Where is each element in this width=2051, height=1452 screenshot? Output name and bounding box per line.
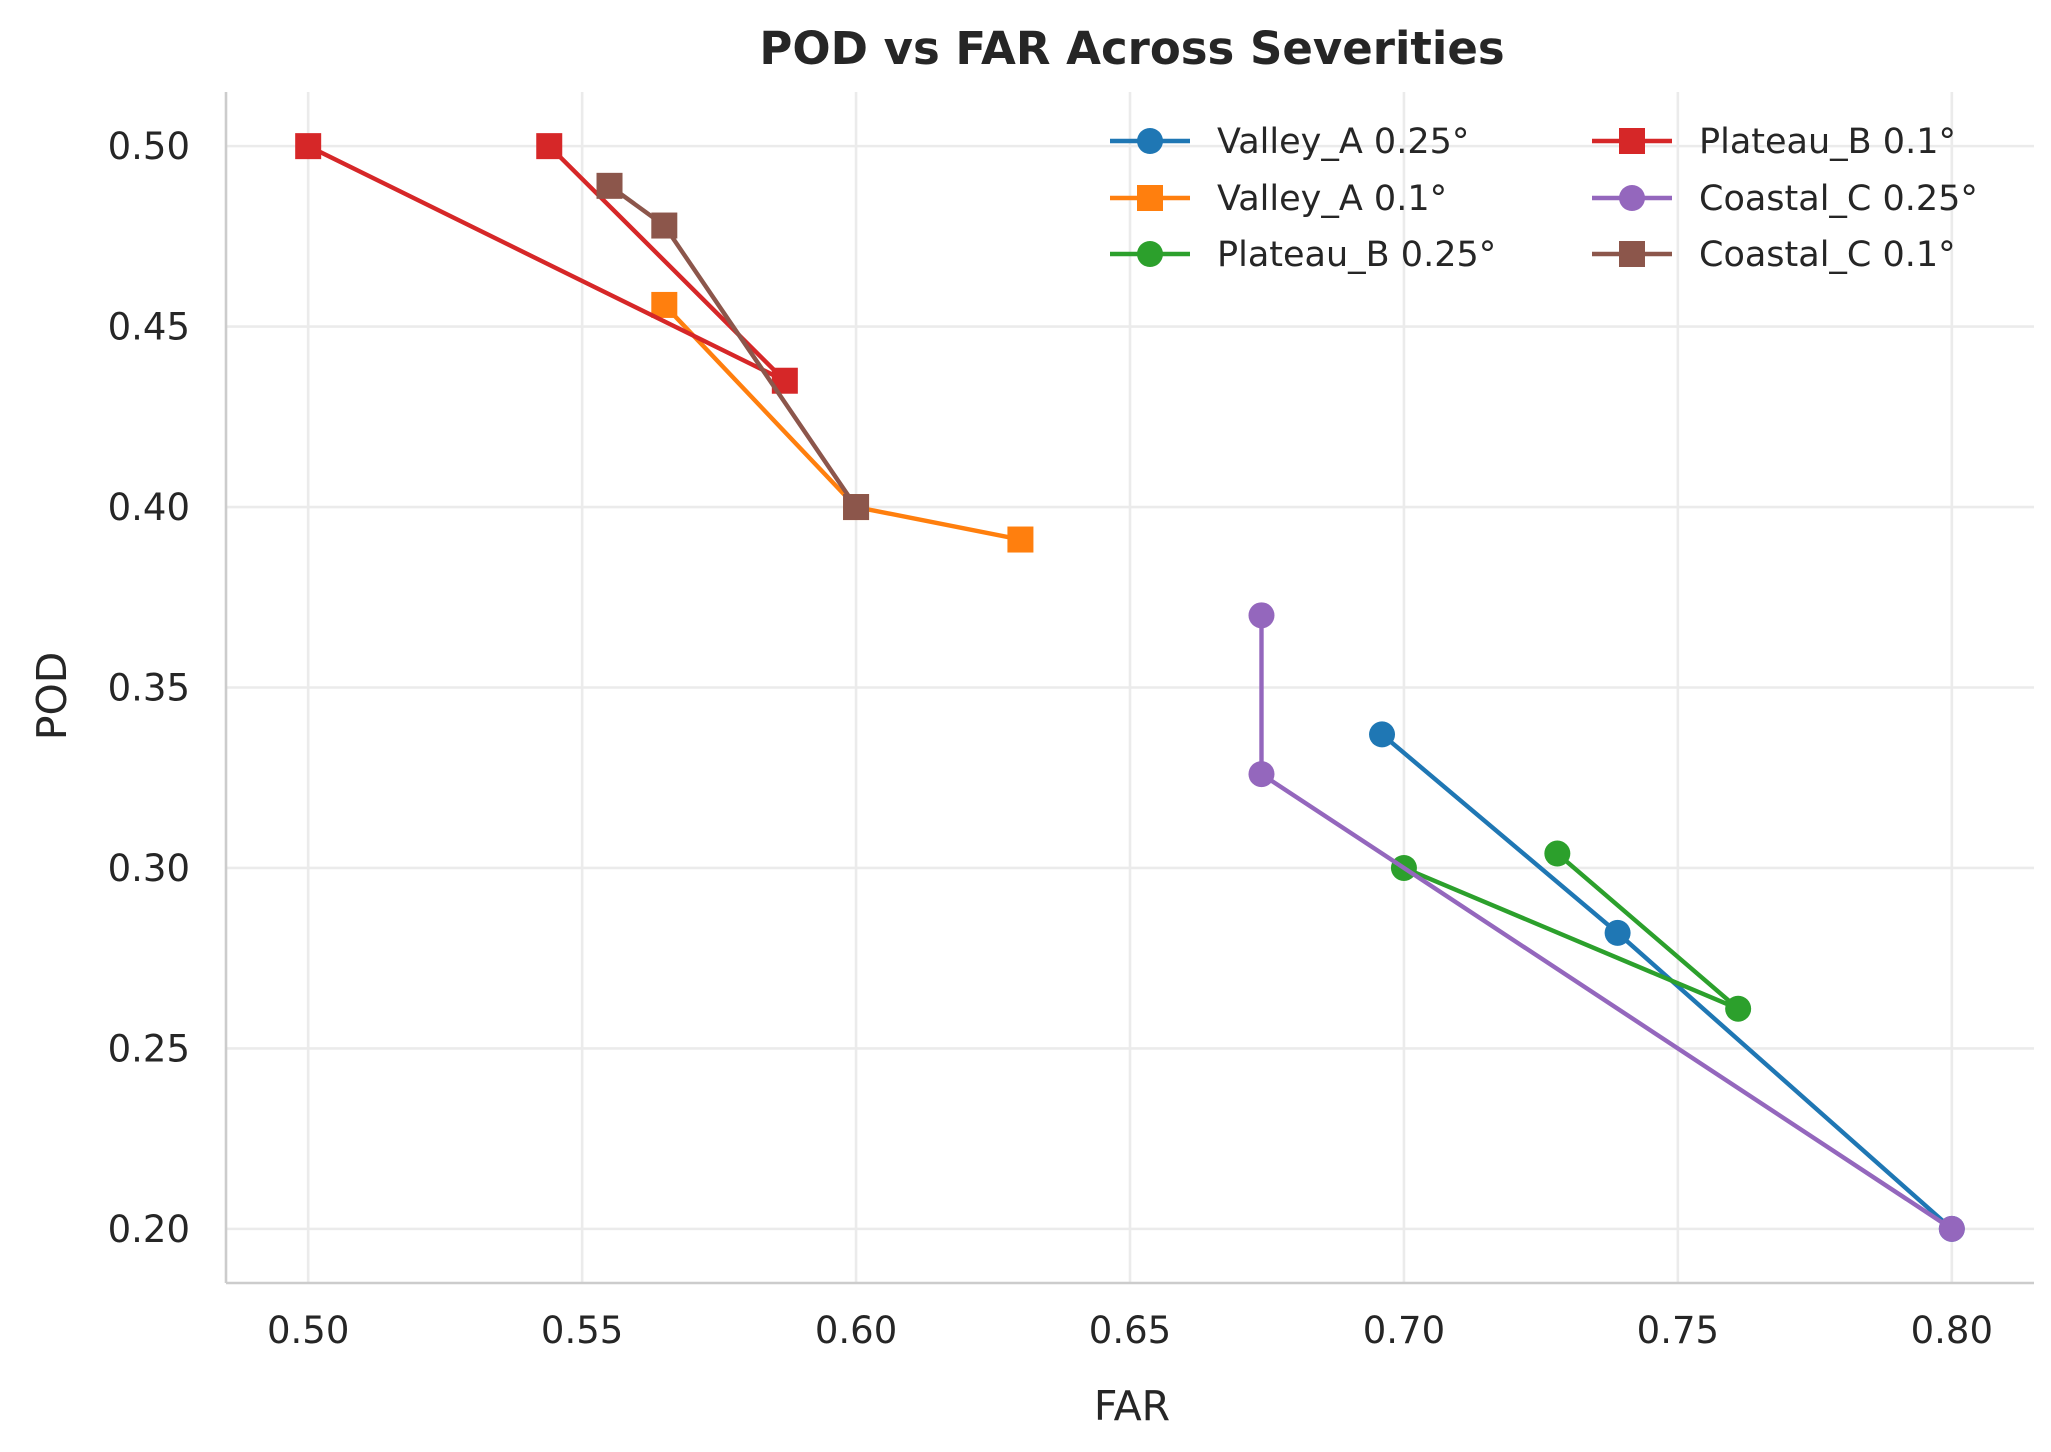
- series-group: [295, 133, 1965, 1242]
- series-coastal-c-0-1: [596, 172, 870, 521]
- x-tick-label: 0.50: [267, 1309, 349, 1352]
- y-tick-label: 0.50: [108, 125, 190, 168]
- y-axis-label: POD: [28, 652, 76, 741]
- y-tick-label: 0.40: [108, 486, 190, 529]
- data-point: [1544, 840, 1571, 867]
- data-point: [843, 494, 870, 521]
- chart-title: POD vs FAR Across Severities: [759, 22, 1504, 75]
- legend-label: Coastal_C 0.25°: [1699, 179, 1978, 219]
- data-point: [1369, 721, 1396, 748]
- data-point: [1604, 919, 1631, 946]
- legend-label: Valley_A 0.1°: [1217, 179, 1447, 219]
- data-point: [651, 212, 678, 239]
- legend-item-coastal-c-0-1: Coastal_C 0.1°: [1592, 235, 1956, 275]
- grid: [226, 92, 2034, 1283]
- legend-label: Plateau_B 0.1°: [1699, 122, 1956, 162]
- data-point: [1007, 526, 1034, 553]
- data-point: [295, 133, 322, 160]
- x-tick-label: 0.70: [1363, 1309, 1445, 1352]
- legend-item-valley-a-0-1: Valley_A 0.1°: [1110, 179, 1447, 219]
- y-tick-label: 0.30: [108, 847, 190, 890]
- legend-item-plateau-b-0-25: Plateau_B 0.25°: [1110, 235, 1496, 275]
- legend: Valley_A 0.25° Valley_A 0.1° Plateau_B 0.2…: [1110, 122, 1978, 275]
- data-point: [1248, 761, 1275, 788]
- y-tick-label: 0.25: [108, 1027, 190, 1070]
- data-point: [651, 291, 678, 318]
- y-tick-label: 0.35: [108, 667, 190, 710]
- tick-labels: 0.50 0.55 0.60 0.65 0.70 0.75 0.80 0.20 0.25 0.30…: [108, 125, 1993, 1352]
- legend-label: Coastal_C 0.1°: [1699, 235, 1956, 275]
- x-tick-label: 0.55: [541, 1309, 623, 1352]
- data-point: [536, 133, 563, 160]
- x-tick-label: 0.65: [1089, 1309, 1171, 1352]
- y-tick-label: 0.20: [108, 1208, 190, 1251]
- legend-marker: [1619, 128, 1645, 154]
- legend-marker: [1137, 128, 1163, 154]
- data-point: [596, 172, 623, 199]
- legend-label: Valley_A 0.25°: [1217, 122, 1469, 162]
- legend-marker: [1137, 185, 1163, 211]
- series-coastal-c-0-25: [1248, 602, 1965, 1242]
- series-plateau-b-0-1: [295, 133, 798, 394]
- legend-marker: [1137, 241, 1163, 267]
- x-axis-label: FAR: [1094, 1382, 1170, 1430]
- axes: [224, 92, 2034, 1285]
- legend-item-plateau-b-0-1: Plateau_B 0.1°: [1592, 122, 1956, 162]
- data-point: [1938, 1215, 1965, 1242]
- y-tick-label: 0.45: [108, 306, 190, 349]
- x-tick-label: 0.60: [815, 1309, 897, 1352]
- data-point: [1725, 995, 1752, 1022]
- x-tick-label: 0.75: [1637, 1309, 1719, 1352]
- data-point: [1248, 602, 1275, 629]
- legend-marker: [1619, 241, 1645, 267]
- legend-marker: [1619, 185, 1645, 211]
- legend-label: Plateau_B 0.25°: [1217, 235, 1496, 275]
- legend-item-valley-a-0-25: Valley_A 0.25°: [1110, 122, 1469, 162]
- legend-item-coastal-c-0-25: Coastal_C 0.25°: [1592, 179, 1978, 219]
- x-tick-label: 0.80: [1911, 1309, 1993, 1352]
